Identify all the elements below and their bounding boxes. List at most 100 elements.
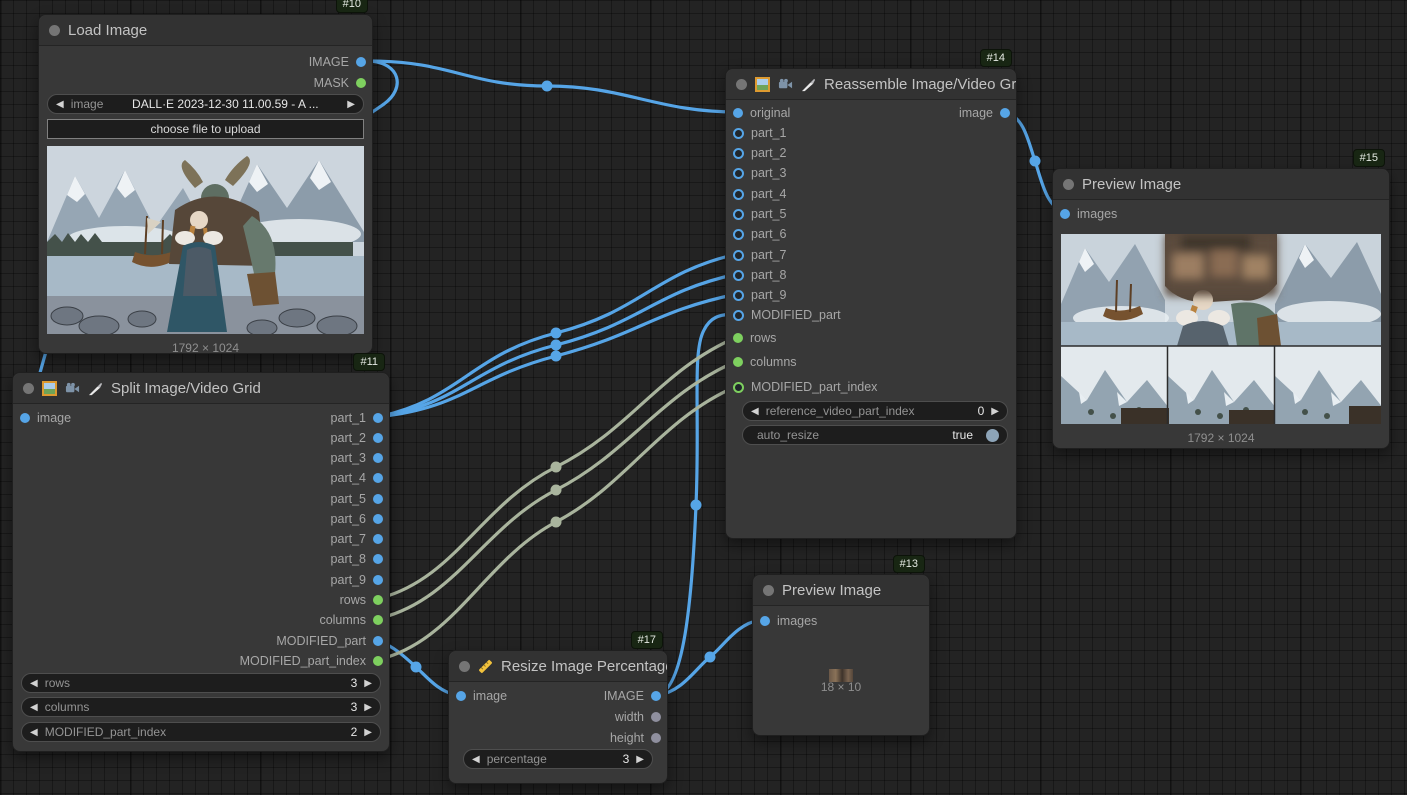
node-reassemble-grid[interactable]: #14 Reassemble Image/Video Grid image or… — [725, 49, 1017, 539]
input-dot-icon[interactable] — [733, 147, 744, 159]
output-part-8[interactable]: part_8 — [331, 551, 383, 567]
input-dot-icon[interactable] — [733, 228, 744, 240]
output-columns[interactable]: columns — [319, 612, 383, 628]
output-dot-icon[interactable] — [373, 554, 383, 564]
input-dot-icon[interactable] — [1060, 209, 1070, 219]
output-dot-icon[interactable] — [373, 453, 383, 463]
input-dot-icon[interactable] — [733, 309, 744, 321]
toggle-knob-icon[interactable] — [986, 428, 999, 442]
input-part-9[interactable]: part_9 — [733, 287, 786, 303]
node-title-bar[interactable]: Resize Image Percentage — [449, 651, 667, 682]
node-resize-percentage[interactable]: #17 Resize Image Percentage image IMAGE … — [448, 631, 668, 784]
input-dot-icon[interactable] — [733, 188, 744, 200]
collapse-dot-icon[interactable] — [459, 660, 470, 672]
percentage-widget[interactable]: ◀ percentage 3 ▶ — [463, 749, 653, 769]
auto-resize-widget[interactable]: auto_resize true — [742, 425, 1008, 445]
input-dot-icon[interactable] — [733, 333, 743, 343]
output-image[interactable]: IMAGE — [604, 688, 661, 704]
output-dot-icon[interactable] — [373, 494, 383, 504]
collapse-dot-icon[interactable] — [49, 24, 60, 36]
output-dot-icon[interactable] — [373, 595, 383, 605]
input-part-8[interactable]: part_8 — [733, 267, 786, 283]
output-dot-icon[interactable] — [373, 656, 383, 666]
output-dot-icon[interactable] — [356, 78, 366, 88]
output-image[interactable]: image — [959, 105, 1010, 121]
output-part-5[interactable]: part_5 — [331, 491, 383, 507]
arrow-right-icon[interactable]: ▶ — [636, 753, 644, 765]
input-image[interactable]: image — [20, 410, 71, 426]
choose-file-button[interactable]: choose file to upload — [47, 119, 364, 139]
rows-widget[interactable]: ◀ rows 3 ▶ — [21, 673, 381, 693]
input-dot-icon[interactable] — [733, 357, 743, 367]
input-dot-icon[interactable] — [20, 413, 30, 423]
image-combo-widget[interactable]: ◀ image DALL·E 2023-12-30 11.00.59 - A .… — [47, 94, 364, 114]
arrow-left-icon[interactable]: ◀ — [56, 98, 64, 110]
node-title-bar[interactable]: Reassemble Image/Video Grid — [726, 69, 1016, 100]
output-dot-icon[interactable] — [651, 733, 661, 743]
output-part-3[interactable]: part_3 — [331, 450, 383, 466]
output-dot-icon[interactable] — [1000, 108, 1010, 118]
collapse-dot-icon[interactable] — [736, 78, 747, 90]
output-dot-icon[interactable] — [373, 433, 383, 443]
output-dot-icon[interactable] — [356, 57, 366, 67]
arrow-left-icon[interactable]: ◀ — [472, 753, 480, 765]
input-dot-icon[interactable] — [760, 616, 770, 626]
input-part-2[interactable]: part_2 — [733, 145, 786, 161]
input-part-3[interactable]: part_3 — [733, 165, 786, 181]
input-images[interactable]: images — [1060, 206, 1117, 222]
input-part-6[interactable]: part_6 — [733, 226, 786, 242]
output-part-6[interactable]: part_6 — [331, 511, 383, 527]
node-title-bar[interactable]: Preview Image — [753, 575, 929, 606]
output-image[interactable]: IMAGE — [309, 54, 366, 70]
input-dot-icon[interactable] — [733, 127, 744, 139]
arrow-right-icon[interactable]: ▶ — [347, 98, 355, 110]
arrow-left-icon[interactable]: ◀ — [30, 726, 38, 738]
arrow-right-icon[interactable]: ▶ — [991, 405, 999, 417]
arrow-right-icon[interactable]: ▶ — [364, 726, 372, 738]
output-dot-icon[interactable] — [373, 575, 383, 585]
input-dot-icon[interactable] — [733, 208, 744, 220]
input-dot-icon[interactable] — [733, 269, 744, 281]
columns-widget[interactable]: ◀ columns 3 ▶ — [21, 697, 381, 717]
output-part-7[interactable]: part_7 — [331, 531, 383, 547]
input-modified-part[interactable]: MODIFIED_part — [733, 307, 841, 323]
node-load-image[interactable]: #10 Load Image IMAGE MASK ◀ image DALL·E… — [38, 0, 373, 355]
collapse-dot-icon[interactable] — [1063, 178, 1074, 190]
collapse-dot-icon[interactable] — [23, 382, 34, 394]
output-rows[interactable]: rows — [340, 592, 383, 608]
output-part-1[interactable]: part_1 — [331, 410, 383, 426]
input-dot-icon[interactable] — [733, 289, 744, 301]
input-part-4[interactable]: part_4 — [733, 186, 786, 202]
input-dot-icon[interactable] — [733, 167, 744, 179]
input-original[interactable]: original — [733, 105, 790, 121]
arrow-right-icon[interactable]: ▶ — [364, 701, 372, 713]
arrow-left-icon[interactable]: ◀ — [30, 701, 38, 713]
node-preview-image-15[interactable]: #15 Preview Image images — [1052, 149, 1390, 449]
output-dot-icon[interactable] — [373, 514, 383, 524]
output-part-4[interactable]: part_4 — [331, 470, 383, 486]
input-part-1[interactable]: part_1 — [733, 125, 786, 141]
input-dot-icon[interactable] — [733, 108, 743, 118]
node-preview-image-13[interactable]: #13 Preview Image images 18 × 10 — [752, 555, 930, 736]
node-title-bar[interactable]: Load Image — [39, 15, 372, 46]
reference-video-part-index-widget[interactable]: ◀ reference_video_part_index 0 ▶ — [742, 401, 1008, 421]
output-height[interactable]: height — [610, 730, 661, 746]
output-mask[interactable]: MASK — [314, 75, 366, 91]
output-dot-icon[interactable] — [373, 615, 383, 625]
input-image[interactable]: image — [456, 688, 507, 704]
input-rows[interactable]: rows — [733, 330, 776, 346]
input-columns[interactable]: columns — [733, 354, 797, 370]
input-dot-icon[interactable] — [456, 691, 466, 701]
output-dot-icon[interactable] — [373, 636, 383, 646]
output-modified-part[interactable]: MODIFIED_part — [276, 633, 383, 649]
input-part-7[interactable]: part_7 — [733, 247, 786, 263]
arrow-left-icon[interactable]: ◀ — [30, 677, 38, 689]
output-part-2[interactable]: part_2 — [331, 430, 383, 446]
input-modified-part-index[interactable]: MODIFIED_part_index — [733, 379, 877, 395]
input-images[interactable]: images — [760, 613, 817, 629]
collapse-dot-icon[interactable] — [763, 584, 774, 596]
input-part-5[interactable]: part_5 — [733, 206, 786, 222]
output-dot-icon[interactable] — [373, 413, 383, 423]
output-dot-icon[interactable] — [373, 473, 383, 483]
